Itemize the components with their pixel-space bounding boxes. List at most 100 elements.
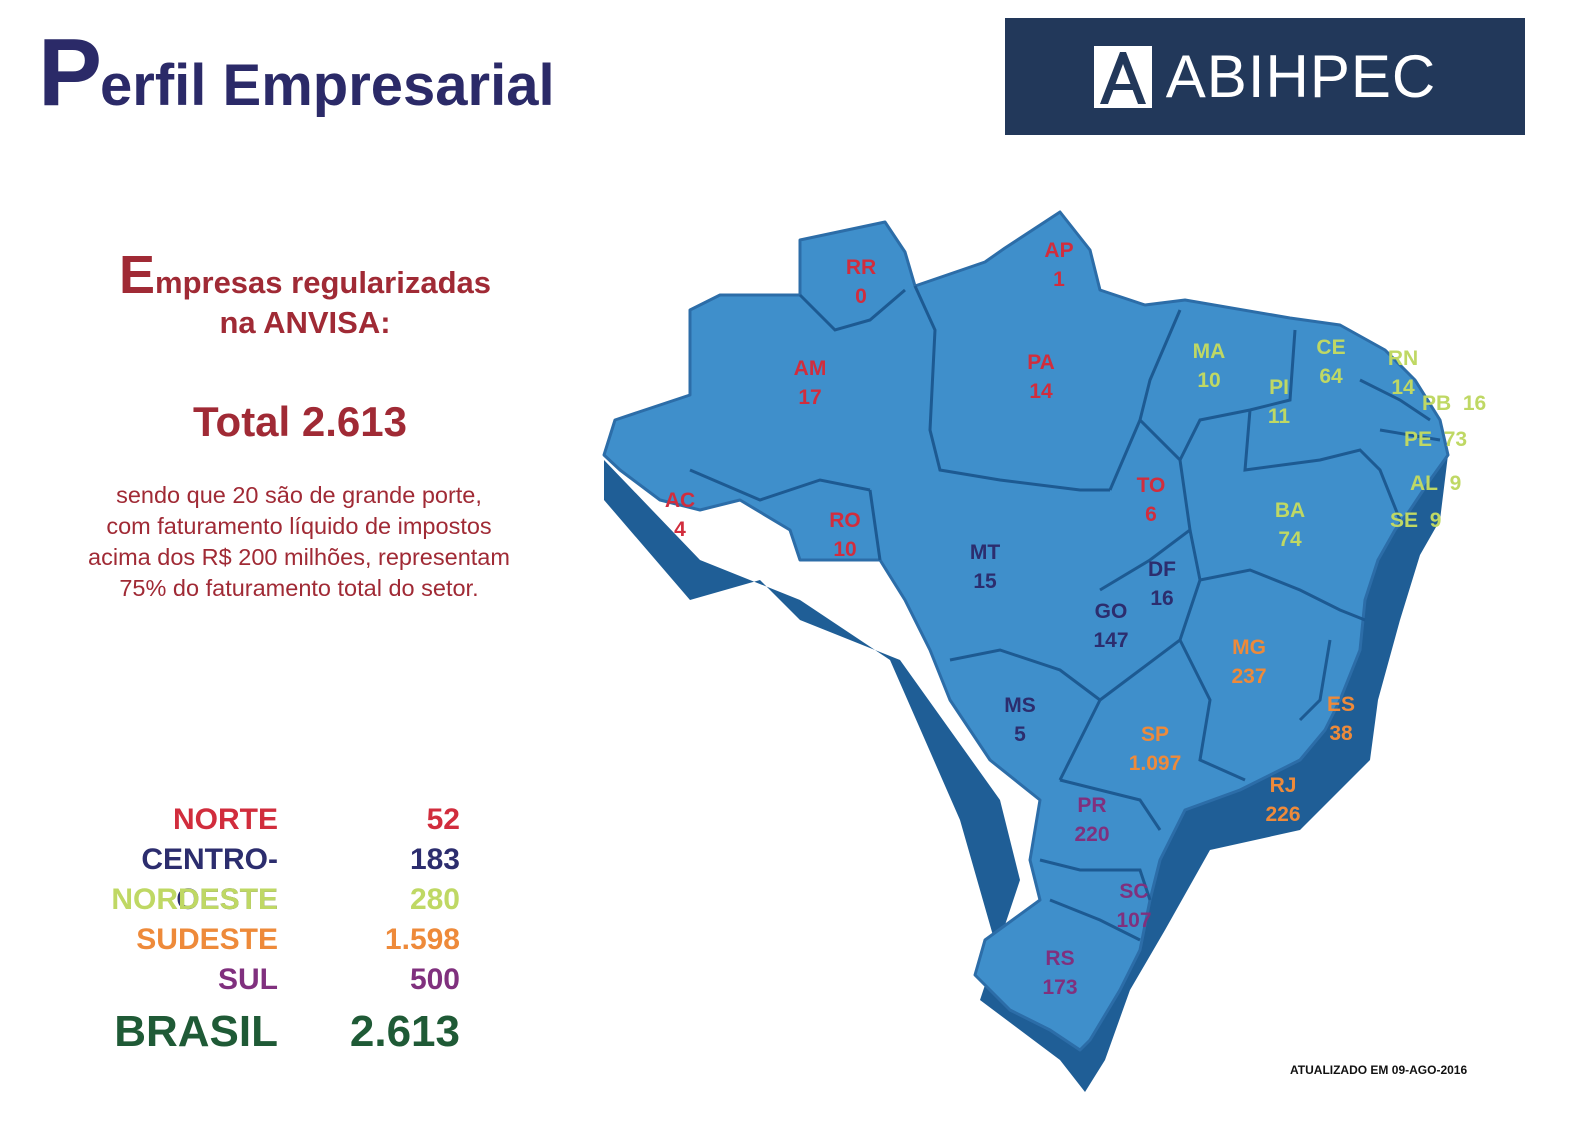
- state-value: 10: [1197, 369, 1221, 392]
- region-name: CENTRO-OESTE: [141, 843, 278, 916]
- state-label-rs: RS 173: [1042, 944, 1077, 1002]
- state-label-df: DF 16: [1148, 555, 1176, 613]
- state-label-ro: RO 10: [829, 506, 861, 564]
- state-value: 11: [1267, 405, 1291, 428]
- state-value: 10: [833, 538, 857, 561]
- state-label-am: AM 17: [794, 354, 827, 412]
- description: sendo que 20 são de grande porte, com fa…: [45, 480, 553, 604]
- state-label-to: TO 6: [1137, 471, 1166, 529]
- state-value: 4: [674, 518, 686, 541]
- region-value: 52: [426, 803, 460, 836]
- state-value: 9: [1449, 472, 1462, 495]
- region-row-sul: SUL 500: [40, 960, 460, 1000]
- state-value: 226: [1265, 803, 1301, 826]
- state-value: 16: [1150, 587, 1174, 610]
- state-label-ms: MS 5: [1004, 691, 1036, 749]
- updated-date: ATUALIZADO EM 09-AGO-2016: [1290, 1063, 1468, 1077]
- state-label-rj: RJ 226: [1265, 771, 1300, 829]
- state-code: RS: [1045, 947, 1075, 970]
- heading-line2: na ANVISA:: [219, 305, 391, 340]
- title-rest: erfil Empresarial: [100, 53, 555, 118]
- state-code: RN: [1387, 347, 1419, 370]
- state-code: MG: [1232, 636, 1266, 659]
- region-value: 500: [409, 963, 460, 996]
- state-code: RO: [829, 509, 861, 532]
- state-code: TO: [1136, 474, 1166, 497]
- title-first-letter: P: [38, 19, 102, 126]
- state-value: 6: [1145, 503, 1157, 526]
- state-value: 107: [1116, 909, 1152, 932]
- state-value: 73: [1443, 428, 1468, 451]
- region-value: 183: [409, 843, 460, 876]
- state-value: 64: [1319, 365, 1343, 388]
- brasil-value: 2.613: [349, 1007, 460, 1056]
- abihpec-logo: ABIHPEC: [1005, 18, 1525, 135]
- region-row-norte: NORTE 52: [40, 800, 460, 840]
- state-value: 5: [1014, 723, 1026, 746]
- region-row-brasil: BRASIL 2.613: [40, 1004, 460, 1060]
- state-value: 1: [1053, 268, 1065, 291]
- state-value: 0: [855, 285, 867, 308]
- description-line: com faturamento líquido de impostos: [106, 513, 492, 539]
- state-borders: [689, 285, 1441, 942]
- state-label-mt: MT 15: [970, 538, 1000, 596]
- state-label-es: ES 38: [1327, 690, 1355, 748]
- region-row-sudeste: SUDESTE 1.598: [40, 920, 460, 960]
- state-label-al: AL 9: [1410, 472, 1461, 496]
- state-code: PE: [1404, 428, 1433, 451]
- state-label-pr: PR 220: [1074, 791, 1109, 849]
- section-heading: Empresas regularizadas na ANVISA:: [95, 248, 515, 340]
- state-code: MS: [1004, 694, 1036, 717]
- heading-line1: mpresas regularizadas: [155, 265, 492, 300]
- state-label-pi: PI 11: [1268, 373, 1290, 431]
- state-code: SC: [1119, 880, 1149, 903]
- region-name: SUL: [218, 963, 278, 996]
- state-label-sp: SP 1.097: [1129, 720, 1182, 778]
- state-label-ma: MA 10: [1193, 337, 1226, 395]
- state-code: ES: [1326, 693, 1356, 716]
- region-summary: NORTE 52 CENTRO-OESTE 183 NORDESTE 280 S…: [40, 800, 460, 1060]
- state-label-rn: RN 14: [1388, 344, 1418, 402]
- state-value: 74: [1278, 528, 1302, 551]
- state-code: AL: [1410, 472, 1438, 495]
- state-value: 147: [1093, 629, 1129, 652]
- state-label-ce: CE 64: [1316, 333, 1345, 391]
- state-label-pa: PA 14: [1027, 348, 1055, 406]
- state-label-mg: MG 237: [1231, 633, 1266, 691]
- state-code: MT: [969, 541, 1001, 564]
- state-value: 9: [1429, 509, 1442, 532]
- state-code: SP: [1140, 723, 1169, 746]
- state-code: SE: [1390, 509, 1419, 532]
- state-code: PB: [1422, 392, 1452, 415]
- state-value: 173: [1042, 976, 1078, 999]
- region-name: NORDESTE: [111, 883, 278, 916]
- description-line: 75% do faturamento total do setor.: [119, 575, 479, 601]
- state-label-ac: AC 4: [665, 486, 695, 544]
- region-row-nordeste: NORDESTE 280: [40, 880, 460, 920]
- logo-mark-icon: [1093, 45, 1152, 108]
- description-line: sendo que 20 são de grande porte,: [116, 482, 482, 508]
- state-code: AP: [1044, 239, 1074, 262]
- state-label-sc: SC 107: [1116, 877, 1151, 935]
- brasil-name: BRASIL: [114, 1007, 278, 1056]
- state-code: RR: [845, 256, 877, 279]
- state-code: BA: [1274, 499, 1306, 522]
- state-value: 17: [798, 386, 822, 409]
- state-value: 237: [1231, 665, 1267, 688]
- state-label-ap: AP 1: [1044, 236, 1073, 294]
- state-value: 38: [1329, 722, 1353, 745]
- state-code: GO: [1094, 600, 1128, 623]
- page-title: Perfil Empresarial: [38, 18, 555, 128]
- state-value: 1.097: [1128, 752, 1182, 775]
- region-row-centro-oeste: CENTRO-OESTE 183: [40, 840, 460, 916]
- state-value: 15: [973, 570, 997, 593]
- state-label-se: SE 9: [1390, 509, 1441, 533]
- region-name: NORTE: [173, 803, 278, 836]
- description-line: acima dos R$ 200 milhões, representam: [88, 544, 510, 570]
- state-code: AC: [664, 489, 696, 512]
- state-value: 14: [1391, 376, 1415, 399]
- state-code: PR: [1077, 794, 1107, 817]
- state-value: 14: [1029, 380, 1053, 403]
- logo-text: ABIHPEC: [1165, 43, 1437, 110]
